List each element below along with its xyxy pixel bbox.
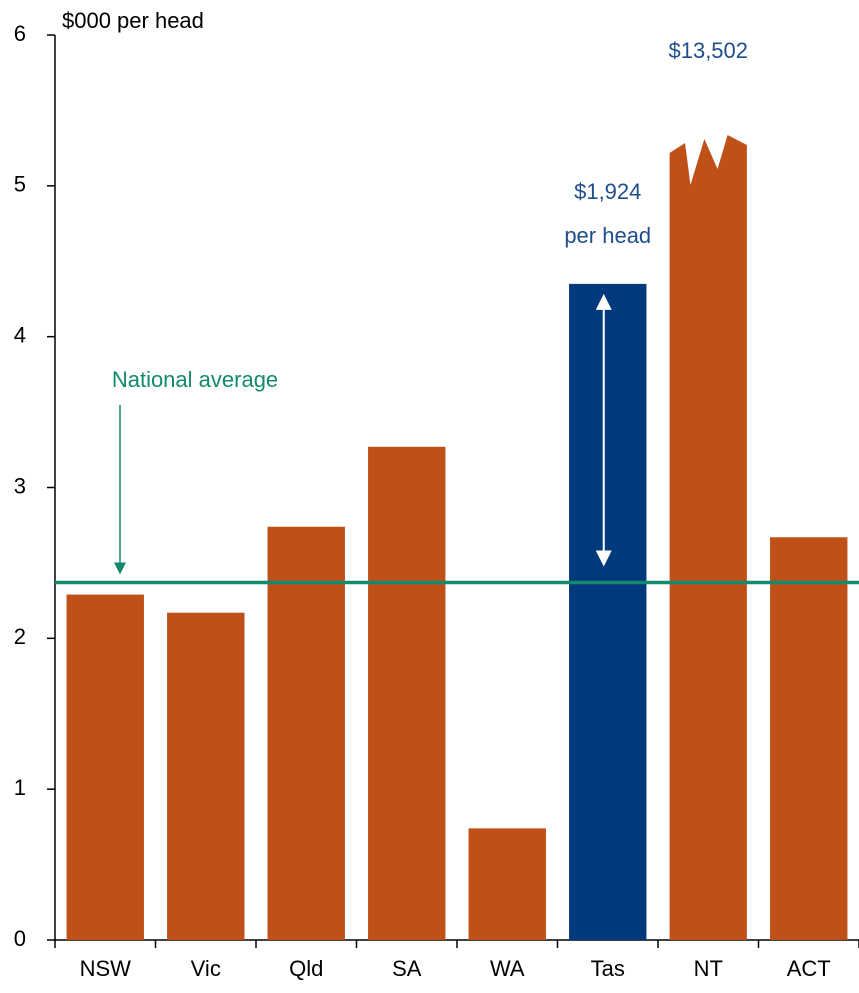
y-tick-label: 5 — [14, 172, 26, 197]
x-tick-label: SA — [392, 956, 422, 981]
y-axis-label: $000 per head — [62, 8, 204, 33]
bar — [66, 594, 144, 940]
bar — [770, 537, 848, 940]
x-tick-label: NT — [694, 956, 723, 981]
y-tick-label: 4 — [14, 322, 26, 347]
y-tick-label: 3 — [14, 473, 26, 498]
gap-label: per head — [564, 223, 651, 248]
y-tick-label: 0 — [14, 926, 26, 951]
x-tick-label: ACT — [787, 956, 831, 981]
bar — [569, 283, 647, 940]
bar — [669, 135, 747, 940]
x-tick-label: Tas — [591, 956, 625, 981]
bar — [468, 828, 546, 940]
x-tick-label: Qld — [289, 956, 323, 981]
y-tick-label: 2 — [14, 624, 26, 649]
gap-label: $1,924 — [574, 179, 641, 204]
y-tick-label: 6 — [14, 21, 26, 46]
bar — [368, 446, 446, 940]
y-tick-label: 1 — [14, 775, 26, 800]
bar — [267, 526, 345, 940]
x-tick-label: Vic — [191, 956, 221, 981]
reference-label: National average — [112, 367, 278, 392]
x-tick-label: NSW — [80, 956, 132, 981]
x-tick-label: WA — [490, 956, 525, 981]
value-label: $13,502 — [668, 38, 748, 63]
bar — [167, 612, 245, 940]
